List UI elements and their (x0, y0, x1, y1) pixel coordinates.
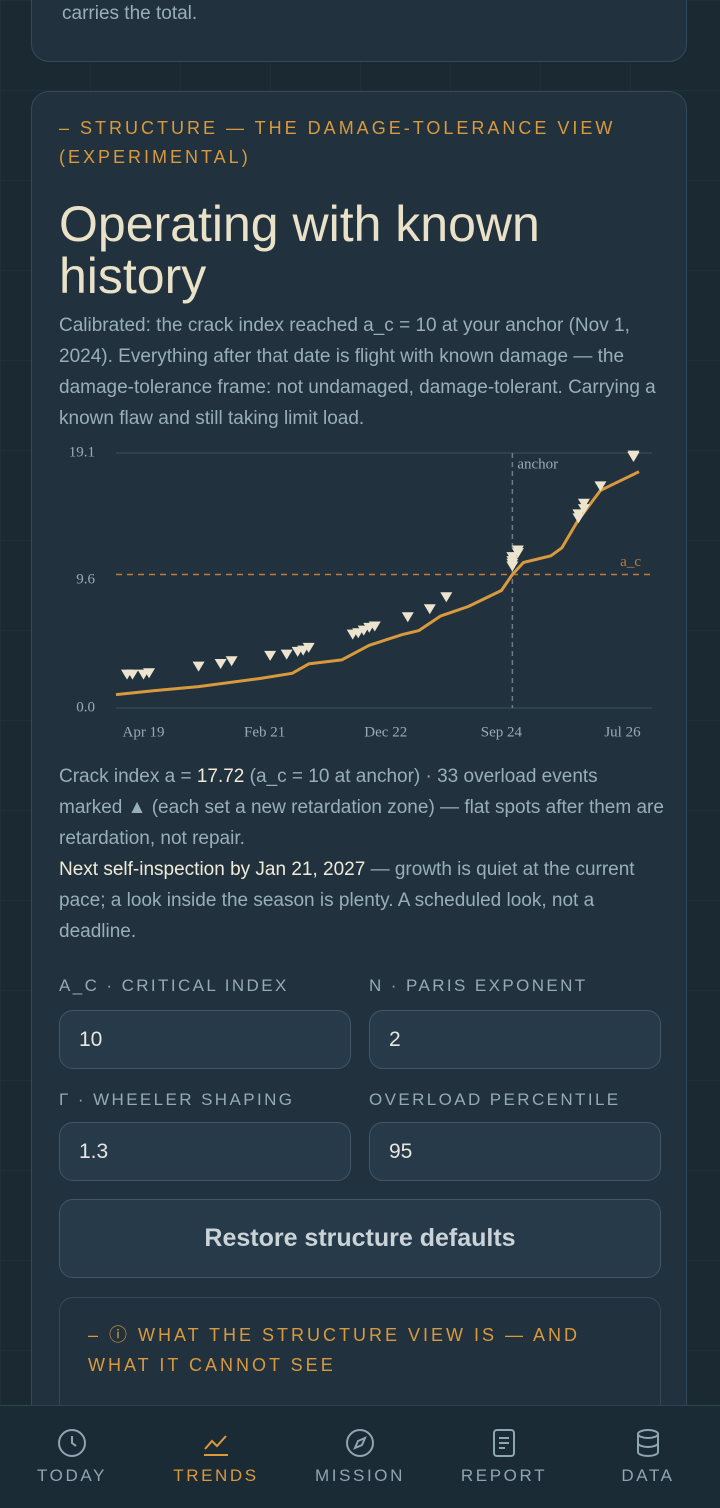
nav-tab[interactable]: TRENDS (144, 1406, 288, 1508)
chart: 0.0 9.6 19.1 Apr 19 Feb 21 Dec 22 Sep 24 Jul 26… (69, 444, 652, 740)
overload-marker (280, 649, 293, 660)
input-field[interactable]: 2 (369, 1010, 661, 1069)
overload-marker (627, 452, 640, 463)
card-text: carries the total. (62, 3, 198, 24)
overload-marker (401, 612, 414, 623)
icon-database (637, 1429, 659, 1458)
icon-report (493, 1429, 515, 1457)
threshold-label: a_c (620, 554, 641, 570)
input-field[interactable]: 95 (369, 1122, 661, 1181)
inspection-note: — growth is quiet at the current pace; a… (59, 859, 635, 942)
overload-marker (225, 656, 238, 667)
nav-label: REPORT (460, 1466, 548, 1485)
stats-suffix: (a_c = 10 at anchor) · 33 overload event… (59, 766, 664, 849)
icon-trend (204, 1435, 228, 1456)
field-label: N · PARIS EXPONENT (369, 976, 588, 995)
top-card: carries the total. (31, 0, 687, 62)
field-label: Γ · WHEELER SHAPING (59, 1090, 295, 1109)
nav-label: DATA (621, 1466, 675, 1485)
crack-index: 17.72 (196, 766, 245, 787)
details-summary[interactable]: – ⓘ WHAT THE STRUCTURE VIEW IS — AND WHA… (59, 1297, 661, 1437)
overload-marker (126, 669, 139, 680)
overload-marker (511, 545, 524, 556)
overload-marker (368, 621, 381, 632)
y-tick-label: 19.1 (69, 444, 95, 460)
stats-prefix: Crack index a = (59, 766, 197, 787)
overload-marker (264, 650, 277, 661)
icon-compass (346, 1429, 374, 1457)
overload-marker (506, 552, 519, 563)
nav-tab[interactable]: TODAY (0, 1406, 144, 1508)
anchor-label: anchor (517, 456, 558, 472)
overload-marker (302, 642, 315, 653)
field-label: OVERLOAD PERCENTILE (369, 1090, 621, 1109)
overload-marker (143, 668, 156, 679)
x-tick-label: Dec 22 (364, 724, 407, 740)
input-field[interactable]: 1.3 (59, 1122, 351, 1181)
stats: Crack index a = 17.72 (a_c = 10 at ancho… (59, 761, 664, 947)
x-tick-label: Apr 19 (122, 724, 164, 740)
overload-marker (192, 661, 205, 672)
field-label: A_C · CRITICAL INDEX (59, 976, 289, 995)
nav-tab[interactable]: REPORT (432, 1406, 576, 1508)
overload-marker (577, 498, 590, 509)
icon-clock (58, 1429, 86, 1457)
crack-line (115, 470, 640, 697)
overload-marker (440, 592, 453, 603)
nav-tab[interactable]: DATA (576, 1406, 720, 1508)
restore-button[interactable]: Restore structure defaults (59, 1199, 661, 1278)
overload-marker (577, 504, 590, 515)
description: Calibrated: the crack index reached a_c … (59, 315, 656, 429)
overload-marker (594, 481, 607, 492)
bottom-nav: TODAY TRENDS MISSION REPORT DATA (0, 1405, 720, 1508)
overload-marker (423, 604, 436, 615)
x-tick-label: Feb 21 (244, 724, 285, 740)
section-heading[interactable]: – STRUCTURE — THE DAMAGE-TOLERANCE VIEW … (59, 118, 616, 167)
inspection-date: Next self-inspection by Jan 21, 2027 (59, 859, 366, 880)
y-tick-label: 9.6 (76, 571, 95, 587)
x-tick-label: Sep 24 (481, 724, 523, 740)
x-tick-label: Jul 26 (604, 724, 641, 740)
nav-label: TODAY (37, 1466, 107, 1485)
input-field[interactable]: 10 (59, 1010, 351, 1069)
section-title: Operating with known history (59, 196, 540, 304)
overload-marker (572, 509, 585, 520)
y-tick-label: 0.0 (76, 699, 95, 715)
overload-marker (214, 658, 227, 669)
nav-label: MISSION (315, 1466, 405, 1485)
nav-label: TRENDS (173, 1466, 259, 1485)
nav-tab[interactable]: MISSION (288, 1406, 432, 1508)
